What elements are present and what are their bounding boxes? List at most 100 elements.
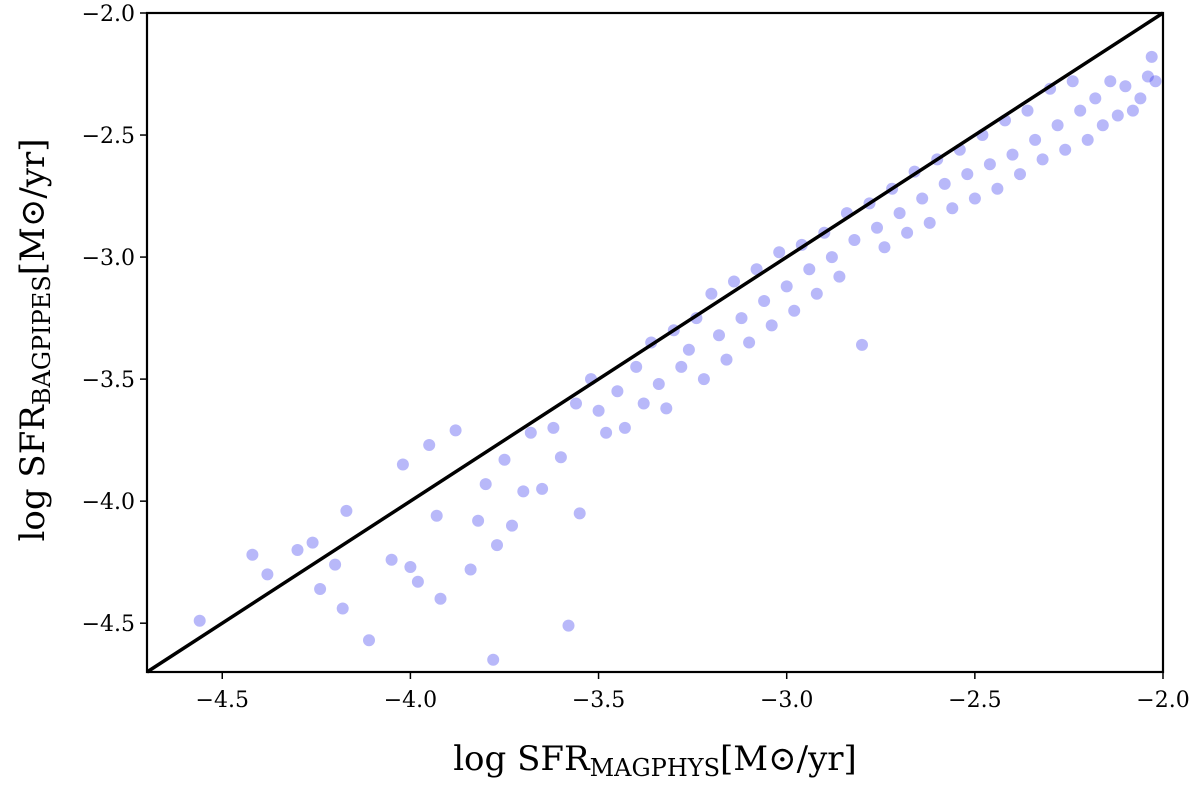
y-tick-label: −2.5 <box>82 124 135 149</box>
data-point <box>306 536 319 549</box>
data-point <box>1126 104 1139 117</box>
y-tick-label: −4.5 <box>82 612 135 637</box>
data-point <box>524 426 537 439</box>
data-point <box>336 602 349 615</box>
data-point <box>1111 109 1124 122</box>
data-point <box>314 583 327 595</box>
data-point <box>1059 143 1072 156</box>
data-point <box>1134 92 1147 105</box>
data-point <box>1014 168 1026 181</box>
x-axis-label-suffix: [M⊙/yr] <box>720 739 857 779</box>
data-point <box>923 216 936 229</box>
data-point <box>705 287 718 300</box>
data-point <box>464 563 477 576</box>
data-point <box>434 592 447 605</box>
data-point <box>592 404 605 417</box>
data-point <box>720 353 733 366</box>
data-point <box>1036 153 1049 166</box>
data-point <box>430 509 443 522</box>
data-point <box>893 207 906 220</box>
data-point <box>472 514 485 527</box>
data-point <box>1006 148 1019 161</box>
x-axis-label-prefix: log SFR <box>453 739 591 779</box>
data-point <box>878 241 891 254</box>
data-point <box>750 263 763 276</box>
data-point <box>810 287 823 300</box>
y-axis-ticks: −4.5 −4.0 −3.5 −3.0 −2.5 −2.0 <box>82 2 147 637</box>
data-point <box>479 478 492 491</box>
data-point <box>611 385 624 398</box>
data-point <box>562 619 575 632</box>
data-point <box>1021 104 1034 117</box>
data-point <box>856 338 868 351</box>
x-axis-label: log SFRMAGPHYS[M⊙/yr] <box>453 739 857 782</box>
x-tick-label: −3.0 <box>760 688 813 713</box>
data-point <box>961 168 974 181</box>
data-point <box>1096 119 1109 132</box>
y-axis-label: log SFRBAGPIPES[M⊙/yr] <box>13 138 56 541</box>
data-point <box>487 653 500 666</box>
one-to-one-line <box>146 11 1164 674</box>
data-point <box>498 453 511 466</box>
x-axis-ticks: −4.5 −4.0 −3.5 −3.0 −2.5 −2.0 <box>196 672 1190 713</box>
data-point <box>517 485 530 498</box>
data-point <box>363 634 375 647</box>
data-point <box>411 575 424 588</box>
data-point <box>193 614 206 627</box>
data-point <box>1119 80 1132 93</box>
x-tick-label: −4.0 <box>384 688 437 713</box>
data-point <box>506 519 518 532</box>
data-point <box>825 251 838 264</box>
y-axis-label-subscript: BAGPIPES <box>28 275 56 405</box>
data-point <box>449 424 462 437</box>
data-point <box>713 329 725 342</box>
x-tick-label: −2.0 <box>1136 688 1189 713</box>
data-point <box>660 402 673 415</box>
data-point <box>938 177 951 190</box>
data-point <box>697 373 710 386</box>
data-point <box>547 421 560 434</box>
data-point <box>1145 50 1158 63</box>
x-tick-label: −2.5 <box>948 688 1001 713</box>
data-point <box>675 360 688 373</box>
one-to-one-line-group <box>146 11 1164 674</box>
y-tick-label: −3.5 <box>82 368 135 393</box>
data-point <box>491 539 503 552</box>
data-point <box>848 234 861 246</box>
data-point <box>618 421 631 434</box>
data-point <box>983 158 996 171</box>
data-point <box>536 482 549 495</box>
data-point <box>404 561 417 573</box>
data-point <box>991 182 1004 195</box>
data-point <box>901 226 914 239</box>
x-tick-label: −3.5 <box>572 688 625 713</box>
data-point <box>758 295 771 307</box>
data-point <box>773 246 786 259</box>
data-point <box>261 568 274 581</box>
data-point <box>1081 133 1094 146</box>
data-point <box>554 451 567 464</box>
y-axis-label-suffix: [M⊙/yr] <box>13 138 53 275</box>
y-tick-label: −3.0 <box>82 246 135 271</box>
x-tick-label: −4.5 <box>196 688 249 713</box>
data-point <box>1089 92 1102 105</box>
data-points <box>193 50 1162 666</box>
data-point <box>246 548 259 561</box>
data-point <box>573 507 586 520</box>
data-point <box>682 343 695 356</box>
data-point <box>803 263 816 276</box>
data-point <box>423 439 436 451</box>
data-point <box>570 397 582 410</box>
data-point <box>340 504 353 517</box>
data-point <box>652 378 665 390</box>
data-point <box>385 553 398 566</box>
data-point <box>968 192 981 205</box>
data-point <box>871 221 883 234</box>
data-point <box>1051 119 1064 132</box>
data-point <box>946 202 959 215</box>
plot-frame <box>145 11 1165 674</box>
data-point <box>630 360 643 373</box>
y-axis-label-prefix: log SFR <box>13 404 53 542</box>
data-point <box>1149 75 1162 88</box>
